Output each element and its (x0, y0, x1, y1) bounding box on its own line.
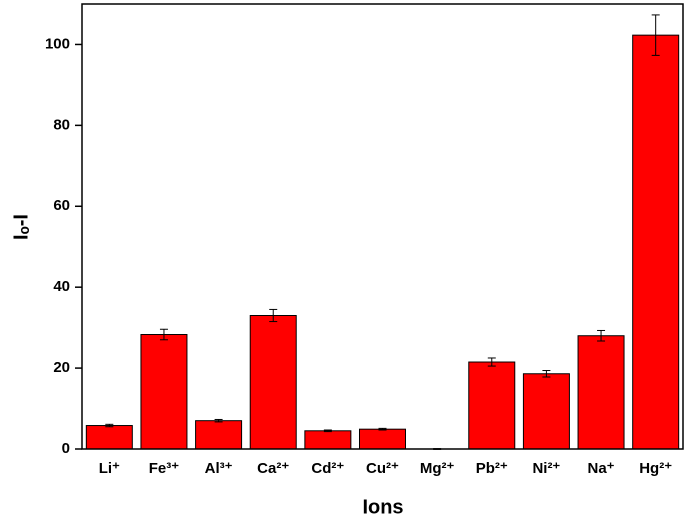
y-tick-label: 40 (53, 278, 70, 295)
x-tick-label: Ca²⁺ (257, 460, 289, 477)
y-tick-label: 20 (53, 359, 70, 376)
error-bar (487, 357, 496, 367)
bar (468, 361, 516, 450)
x-tick-label: Cd²⁺ (311, 460, 344, 477)
error-bar (269, 308, 278, 323)
bar (249, 315, 297, 450)
y-tick-label: 100 (45, 35, 70, 52)
error-bar (597, 329, 606, 342)
bar (577, 335, 625, 450)
bar (632, 34, 680, 450)
x-tick-label: Hg²⁺ (639, 460, 672, 477)
y-axis-label: Iₒ-I (10, 214, 32, 240)
x-tick-label: Pb²⁺ (476, 460, 508, 477)
error-bar (542, 370, 551, 378)
x-tick-label: Al³⁺ (205, 460, 233, 477)
x-tick-label: Mg²⁺ (420, 460, 455, 477)
error-bar (105, 423, 114, 428)
error-bar (378, 427, 387, 431)
x-tick-label: Fe³⁺ (149, 460, 180, 477)
x-tick-label: Ni²⁺ (532, 460, 560, 477)
x-tick-label: Na⁺ (587, 460, 614, 477)
bar (304, 430, 352, 450)
error-bar (323, 429, 332, 433)
y-tick-label: 0 (62, 440, 70, 457)
bar (522, 373, 570, 450)
y-tick-label: 80 (53, 116, 70, 133)
y-tick-label: 60 (53, 197, 70, 214)
bar (359, 428, 406, 450)
bar (85, 425, 133, 450)
bar (140, 334, 188, 450)
error-bar (214, 418, 223, 423)
bar (195, 420, 243, 450)
error-bar (651, 14, 660, 56)
x-tick-label: Li⁺ (99, 460, 120, 477)
x-tick-label: Cu²⁺ (366, 460, 399, 477)
plot-frame (81, 3, 684, 450)
error-bar (159, 328, 168, 341)
x-axis-label: Ions (362, 496, 403, 518)
